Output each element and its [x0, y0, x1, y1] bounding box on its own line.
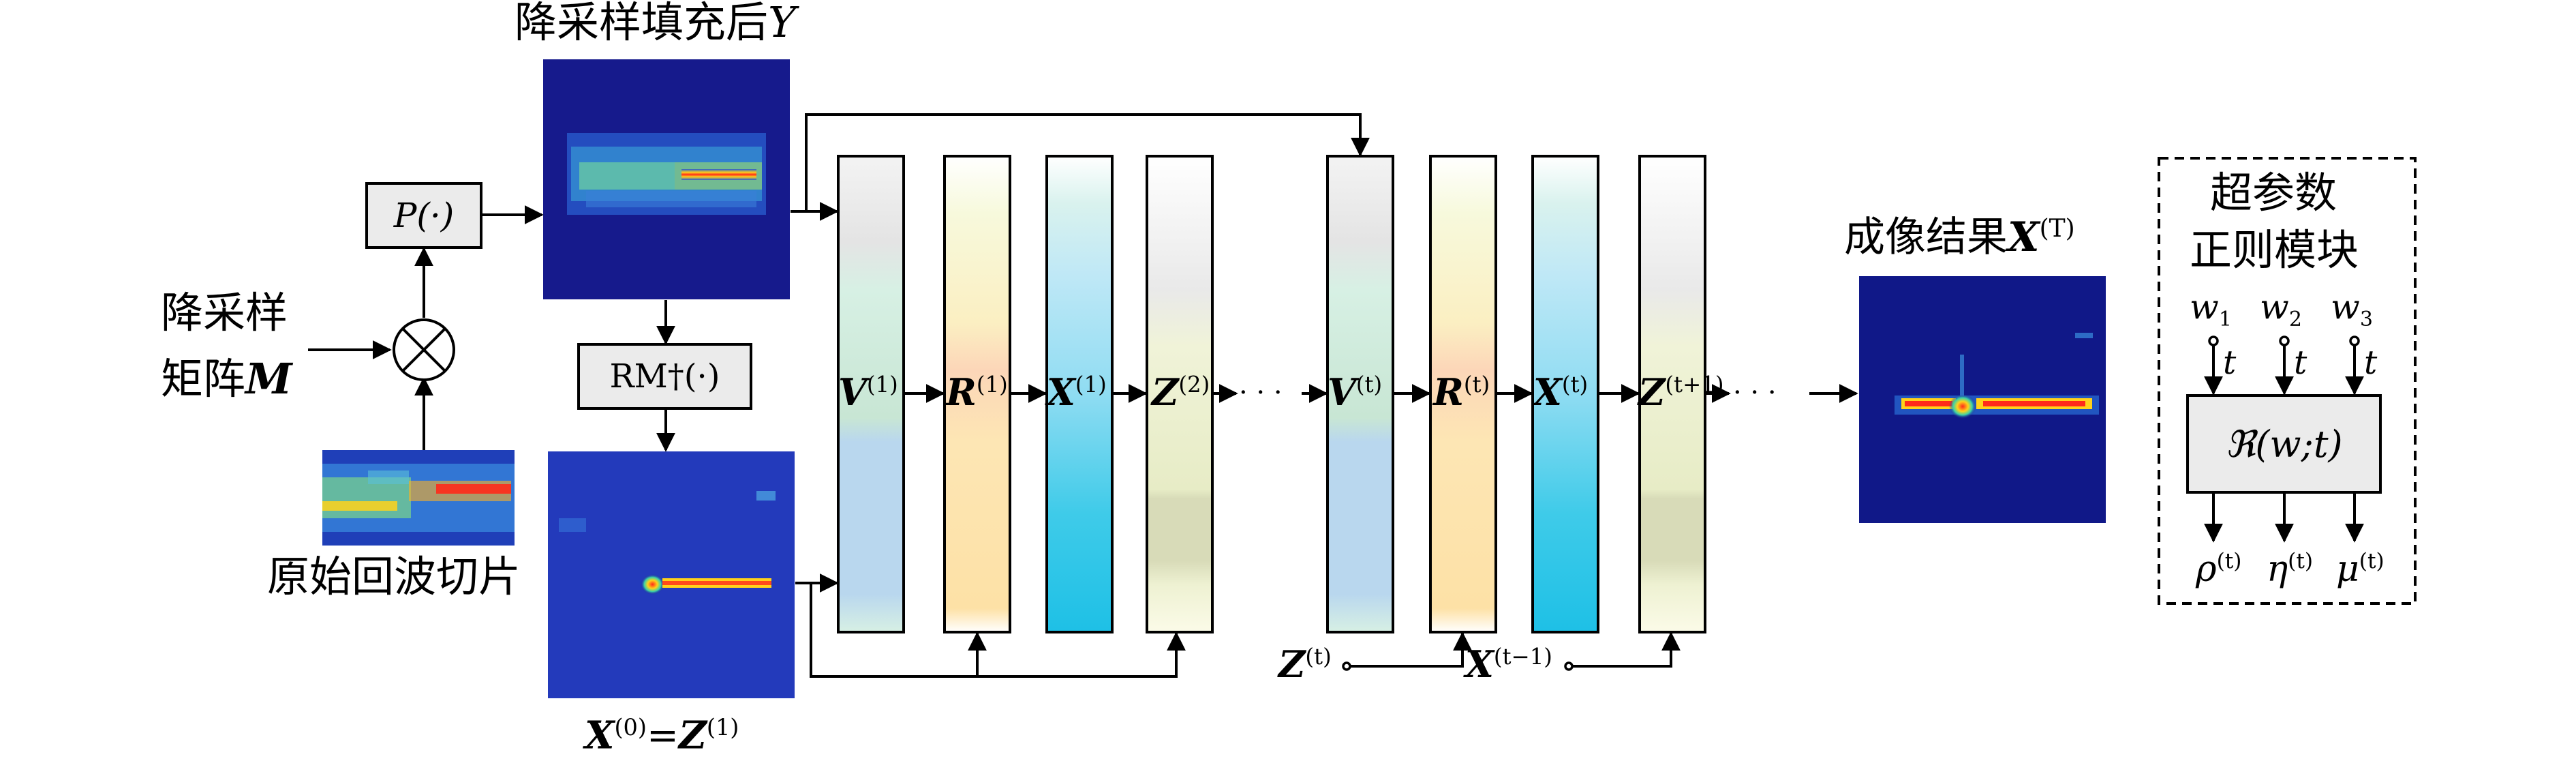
stage-x1-sup: (1)	[1075, 372, 1107, 398]
result-title: 成像结果X(T)	[1844, 217, 2075, 258]
hyper-title-line1: 超参数	[2210, 168, 2337, 218]
stage-label-x1: X(1)	[1047, 374, 1107, 411]
stage-r1-var: R	[946, 370, 977, 414]
bottom-x-var: X	[1465, 642, 1494, 686]
connectors	[308, 113, 2364, 678]
switch-circles	[1342, 335, 2360, 671]
bottom-x-sup: (t−1)	[1493, 644, 1552, 670]
init-z-sup: (1)	[706, 714, 739, 741]
regularization-module-box: ℜ(w;t)	[2186, 394, 2382, 494]
t-label-2: t	[2294, 344, 2307, 382]
stage-v1-sup: (1)	[866, 372, 898, 398]
output-rho: ρ(t)	[2196, 548, 2242, 590]
eta-sup: (t)	[2288, 549, 2314, 573]
stage-rt-sup: (t)	[1463, 372, 1490, 398]
top-image-title-var: Y	[768, 0, 796, 47]
init-x-var: X	[585, 713, 615, 758]
initial-radar-image	[548, 451, 795, 698]
downsample-matrix-label-line2: 矩阵M	[161, 358, 292, 400]
stage-xt-var: X	[1533, 370, 1562, 414]
initial-estimate-label: X(0)=Z(1)	[585, 716, 739, 756]
downsample-matrix-label-line1: 降采样	[161, 288, 288, 338]
stage-label-xt: X(t)	[1533, 374, 1588, 411]
stage-label-rt: R(t)	[1433, 374, 1490, 411]
hyperparameter-module-frame	[2158, 157, 2417, 605]
stage-columns	[837, 155, 1706, 633]
eta-var: η	[2267, 548, 2288, 590]
t-label-1: t	[2223, 344, 2237, 382]
w1-sub: 1	[2218, 308, 2232, 331]
downsample-matrix-var: M	[245, 354, 292, 404]
w1-var: w	[2190, 287, 2219, 327]
w2-var: w	[2260, 287, 2289, 327]
ellipsis-1: · · ·	[1239, 377, 1283, 408]
stage-zt1-var: Z	[1638, 370, 1666, 414]
bottom-x-input-label: X(t−1)	[1465, 646, 1552, 683]
top-image-title: 降采样填充后Y	[515, 1, 796, 44]
w3-sub: 3	[2359, 308, 2373, 331]
mu-sup: (t)	[2359, 549, 2385, 573]
stage-v1-var: V	[838, 370, 867, 414]
stage-z2-var: Z	[1152, 370, 1179, 414]
stage-z2-sup: (2)	[1178, 372, 1210, 398]
downsample-matrix-text: 矩阵	[161, 354, 246, 404]
stage-label-zt1: Z(t+1)	[1638, 374, 1723, 411]
mu-var: μ	[2336, 548, 2359, 590]
init-z-var: Z	[678, 713, 707, 758]
stage-label-z2: Z(2)	[1152, 374, 1210, 411]
weight-w1: w1	[2190, 290, 2232, 330]
rho-var: ρ	[2196, 548, 2217, 590]
result-title-sup: (T)	[2039, 215, 2075, 243]
raw-echo-label: 原始回波切片	[267, 552, 521, 601]
stage-label-vt: V(t)	[1328, 374, 1382, 411]
w2-sub: 2	[2288, 308, 2302, 331]
stage-x1-var: X	[1047, 370, 1075, 414]
p-operator-box: P(·)	[365, 182, 482, 249]
rm-operator-box: RM†(·)	[577, 343, 752, 410]
multiply-operator	[393, 318, 455, 381]
downsampled-radar-image	[543, 59, 790, 299]
p-operator-label: P(·)	[393, 196, 455, 235]
result-title-var: X	[2008, 213, 2040, 261]
stage-vt-var: V	[1328, 370, 1356, 414]
stage-xt-sup: (t)	[1561, 372, 1589, 398]
init-x-sup: (0)	[614, 714, 647, 741]
bottom-z-sup: (t)	[1305, 644, 1332, 670]
raw-echo-image	[322, 450, 515, 546]
stage-zt1-sup: (t+1)	[1665, 372, 1724, 398]
regularization-module-label: ℜ(w;t)	[2225, 422, 2343, 466]
weight-w3: w3	[2331, 290, 2373, 330]
t-label-3: t	[2364, 344, 2378, 382]
output-eta: η(t)	[2267, 548, 2314, 590]
hyper-title-line2: 正则模块	[2190, 225, 2359, 275]
stage-vt-sup: (t)	[1355, 372, 1383, 398]
stage-r1-sup: (1)	[976, 372, 1008, 398]
init-eq: =	[647, 713, 679, 758]
bottom-z-input-label: Z(t)	[1278, 646, 1332, 683]
stage-label-v1: V(1)	[838, 374, 898, 411]
stage-rt-var: R	[1433, 370, 1464, 414]
output-mu: μ(t)	[2336, 548, 2385, 590]
rm-operator-label: RM†(·)	[609, 357, 720, 396]
ellipsis-2: · · ·	[1733, 377, 1777, 408]
rho-sup: (t)	[2216, 549, 2242, 573]
stage-label-r1: R(1)	[946, 374, 1008, 411]
weight-w2: w2	[2260, 290, 2302, 330]
result-title-text: 成像结果	[1844, 213, 2008, 261]
bottom-z-var: Z	[1278, 642, 1306, 686]
top-image-title-text: 降采样填充后	[515, 0, 769, 47]
w3-var: w	[2331, 287, 2360, 327]
result-radar-image	[1859, 276, 2106, 523]
